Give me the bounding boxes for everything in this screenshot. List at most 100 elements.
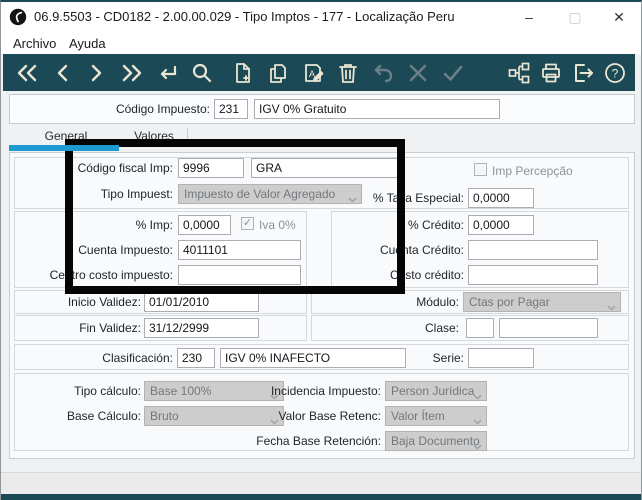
costo-credito-input[interactable] <box>468 265 598 285</box>
centro-costo-input[interactable] <box>178 265 301 285</box>
clase-input-1[interactable] <box>466 318 494 338</box>
enter-icon[interactable] <box>155 60 179 86</box>
inicio-validez-input[interactable] <box>144 292 259 312</box>
new-record-icon[interactable] <box>231 60 255 86</box>
codigo-impuesto-input[interactable] <box>214 99 248 119</box>
menu-ayuda[interactable]: Ayuda <box>69 36 106 51</box>
groupbox-clasificacion <box>14 344 629 370</box>
key-field-panel: Código Impuesto: <box>9 94 635 124</box>
modulo-dropdown: Ctas por Pagar <box>463 292 621 312</box>
edit-record-icon[interactable]: A <box>301 60 325 86</box>
groupbox-modulo <box>311 290 629 314</box>
groupbox-fiscal <box>14 157 629 209</box>
exit-icon[interactable] <box>571 60 595 86</box>
first-icon[interactable] <box>15 60 39 86</box>
serie-input[interactable] <box>468 348 534 368</box>
valor-base-retenc-label: Valor Base Retenc: <box>278 409 382 423</box>
valor-base-retenc-value: Valor Ítem <box>391 409 445 423</box>
tipo-calculo-label: Tipo cálculo: <box>74 384 141 398</box>
clasificacion-label: Clasificación: <box>102 351 173 365</box>
codigo-fiscal-desc-input[interactable] <box>251 158 399 178</box>
codigo-fiscal-label: Código fiscal Imp: <box>77 161 173 175</box>
undo-icon <box>371 60 395 86</box>
imp-percepcao-label: Imp Percepção <box>492 164 573 178</box>
codigo-impuesto-desc-input[interactable] <box>254 99 500 119</box>
pct-credito-label: % Crédito: <box>407 218 464 232</box>
svg-text:?: ? <box>612 66 619 80</box>
iva-0-label: Iva 0% <box>259 218 296 232</box>
valor-base-retenc-dropdown: Valor Ítem <box>385 406 487 426</box>
chevron-down-icon <box>607 300 616 311</box>
chevron-down-icon <box>348 192 357 203</box>
pct-imp-label: % Imp: <box>135 218 173 232</box>
pct-credito-input[interactable] <box>468 215 534 235</box>
groupbox-clase <box>311 315 629 341</box>
tipo-impuesto-label: Tipo Impuest: <box>100 187 173 201</box>
base-calculo-value: Bruto <box>150 409 179 423</box>
cancel-icon <box>406 60 430 86</box>
fecha-base-retencion-dropdown: Baja Documento <box>385 431 487 451</box>
toolbar-nav-group: A <box>3 60 465 86</box>
tipo-impuesto-dropdown: Impuesto de Valor Agregado <box>178 184 362 204</box>
active-tab-underline <box>9 145 119 151</box>
close-button[interactable]: ✕ <box>613 9 625 25</box>
chevron-down-icon <box>473 414 482 425</box>
menu-archivo[interactable]: Archivo <box>13 36 57 51</box>
tipo-calculo-dropdown: Base 100% <box>144 381 284 401</box>
base-calculo-label: Base Cálculo: <box>66 409 141 423</box>
app-logo-icon <box>9 8 27 26</box>
tab-separator <box>187 128 188 146</box>
print-icon[interactable] <box>539 60 563 86</box>
menu-bar: Archivo Ayuda <box>1 32 641 54</box>
taxa-especial-input[interactable] <box>468 188 534 208</box>
serie-label: Serie: <box>432 351 464 365</box>
cuenta-credito-input[interactable] <box>468 240 598 260</box>
chevron-down-icon <box>473 389 482 400</box>
groupbox-credito <box>331 211 629 288</box>
fin-validez-input[interactable] <box>144 318 259 338</box>
delete-record-icon[interactable] <box>336 60 360 86</box>
clasificacion-desc-input[interactable] <box>220 348 406 368</box>
pct-imp-input[interactable] <box>178 215 231 235</box>
incidencia-impuesto-value: Person Jurídica <box>391 384 475 398</box>
bottom-accent-bar <box>1 494 641 500</box>
help-icon[interactable]: ? <box>603 60 627 86</box>
related-records-icon[interactable] <box>507 60 531 86</box>
modulo-label: Módulo: <box>416 295 459 309</box>
clase-input-2[interactable] <box>499 318 598 338</box>
fin-validez-label: Fin Validez: <box>79 321 141 335</box>
previous-icon[interactable] <box>50 60 74 86</box>
costo-credito-label: Costo crédito: <box>389 268 464 282</box>
toolbar: A ? <box>3 54 635 91</box>
centro-costo-label: Centro costo impuesto: <box>49 268 173 282</box>
next-icon[interactable] <box>85 60 109 86</box>
cuenta-impuesto-input[interactable] <box>178 240 301 260</box>
codigo-fiscal-input[interactable] <box>178 158 244 178</box>
fecha-base-retencion-label: Fecha Base Retención: <box>256 434 381 448</box>
imp-percepcao-checkbox <box>474 163 487 176</box>
tipo-impuesto-value: Impuesto de Valor Agregado <box>184 187 336 201</box>
iva-0-checkbox: ✓ <box>241 217 254 230</box>
modulo-value: Ctas por Pagar <box>469 295 550 309</box>
status-bar <box>1 472 641 494</box>
taxa-especial-label: % Taxa Especial: <box>372 191 464 205</box>
toolbar-utility-group: ? <box>507 54 627 91</box>
last-icon[interactable] <box>120 60 144 86</box>
tipo-calculo-value: Base 100% <box>150 384 212 398</box>
incidencia-impuesto-label: Incidencia Impuesto: <box>270 384 381 398</box>
confirm-icon <box>441 60 465 86</box>
codigo-impuesto-label: Código Impuesto: <box>115 102 210 116</box>
groupbox-calculo <box>14 373 629 451</box>
chevron-down-icon <box>270 389 279 400</box>
chevron-down-icon <box>270 414 279 425</box>
window-title: 06.9.5503 - CD0182 - 2.00.00.029 - Tipo … <box>34 9 455 24</box>
maximize-button: ▢ <box>568 9 582 25</box>
groupbox-fin <box>14 315 307 341</box>
highlight-annotation-box <box>65 139 405 294</box>
chevron-down-icon <box>473 439 482 450</box>
clasificacion-input[interactable] <box>177 348 215 368</box>
minimize-button[interactable]: – <box>525 9 533 25</box>
search-icon[interactable] <box>190 60 214 86</box>
copy-record-icon[interactable] <box>266 60 290 86</box>
